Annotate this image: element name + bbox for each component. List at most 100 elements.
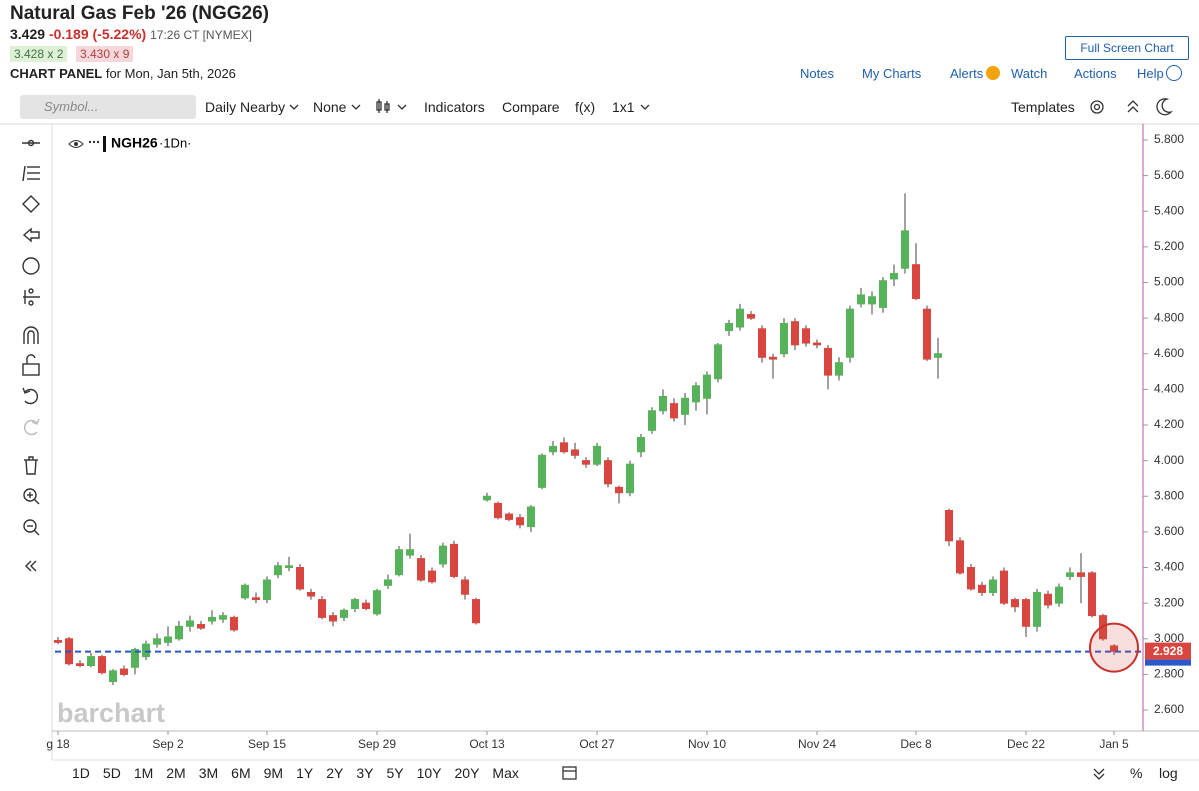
candle-body bbox=[505, 513, 513, 520]
candle-body bbox=[1055, 586, 1063, 604]
period-button[interactable]: 5D bbox=[102, 765, 121, 781]
price-change: -0.189 (-5.22%) bbox=[48, 26, 147, 42]
y-tick-label: 4.600 bbox=[1154, 346, 1184, 360]
candle-body bbox=[472, 599, 480, 624]
period-button[interactable]: 2Y bbox=[326, 765, 344, 781]
candle-body bbox=[780, 322, 788, 355]
symbol-placeholder: Symbol... bbox=[44, 99, 99, 114]
candle-body bbox=[670, 403, 678, 419]
my-charts-link[interactable]: My Charts bbox=[862, 66, 922, 81]
overlay-select[interactable]: None bbox=[313, 99, 347, 115]
actions-link[interactable]: Actions bbox=[1074, 66, 1117, 81]
last-price-label: 2.928 bbox=[1153, 644, 1183, 658]
measure-tool[interactable] bbox=[23, 288, 40, 306]
undo-tool[interactable] bbox=[22, 387, 39, 405]
candle-body bbox=[978, 584, 986, 593]
chevron[interactable] bbox=[640, 104, 650, 110]
chevron[interactable] bbox=[351, 104, 361, 110]
sidebar-tools bbox=[22, 139, 40, 572]
calendar-icon[interactable] bbox=[562, 766, 577, 780]
candle-body bbox=[967, 567, 975, 590]
templates-button[interactable]: Templates bbox=[1011, 99, 1075, 115]
zoom-out-tool[interactable] bbox=[23, 519, 40, 536]
help-icon[interactable] bbox=[1166, 65, 1182, 81]
candle-body bbox=[692, 385, 700, 403]
period-button[interactable]: 5Y bbox=[386, 765, 404, 781]
period-button[interactable]: 3M bbox=[198, 765, 219, 781]
panel-label: CHART PANEL bbox=[10, 66, 103, 81]
menu-dot[interactable] bbox=[96, 140, 100, 144]
y-tick-label: 4.000 bbox=[1154, 453, 1184, 467]
candle-body bbox=[1066, 572, 1074, 577]
period-button[interactable]: 1M bbox=[133, 765, 154, 781]
period-button[interactable]: Max bbox=[492, 765, 519, 781]
y-tick-label: 4.400 bbox=[1154, 382, 1184, 396]
settings-icon[interactable] bbox=[1090, 100, 1104, 114]
period-button[interactable]: 9M bbox=[263, 765, 284, 781]
delete-tool[interactable] bbox=[24, 456, 38, 475]
symbol-search[interactable]: Symbol... bbox=[20, 95, 196, 119]
x-tick-label: Oct 27 bbox=[579, 737, 615, 751]
period-button[interactable]: 6M bbox=[231, 765, 251, 781]
x-tick-label: Jan 5 bbox=[1099, 737, 1129, 751]
lock-tool[interactable] bbox=[22, 354, 40, 376]
redo-tool[interactable] bbox=[23, 418, 40, 436]
indicators-button[interactable]: Indicators bbox=[424, 99, 485, 115]
function-button[interactable]: f(x) bbox=[575, 99, 596, 115]
collapse-sidebar[interactable] bbox=[25, 560, 37, 572]
period-button[interactable]: 1D bbox=[72, 765, 90, 781]
period-button[interactable]: 10Y bbox=[416, 765, 442, 781]
layout-select[interactable]: 1x1 bbox=[612, 99, 635, 115]
candle-body bbox=[571, 449, 579, 456]
candle-body bbox=[285, 565, 293, 569]
fib-tool[interactable] bbox=[22, 165, 40, 182]
candle-body bbox=[219, 615, 227, 620]
candle-body bbox=[120, 668, 128, 675]
collapse-icon[interactable] bbox=[1127, 100, 1139, 113]
candle-body bbox=[318, 599, 326, 618]
candle-body bbox=[1088, 572, 1096, 617]
chart-style-icon[interactable] bbox=[376, 99, 390, 113]
candle-body bbox=[87, 656, 95, 667]
candle-body bbox=[351, 599, 359, 610]
visibility-icon[interactable] bbox=[68, 140, 84, 148]
series-swatch bbox=[103, 136, 106, 152]
period-select[interactable]: Daily Nearby bbox=[205, 99, 286, 115]
interval-label: ·1Dn· bbox=[159, 135, 192, 150]
count-tool[interactable] bbox=[22, 257, 40, 275]
toolbar-icons bbox=[28, 98, 1173, 780]
chevron[interactable] bbox=[289, 104, 299, 110]
period-button[interactable]: 3Y bbox=[356, 765, 374, 781]
candle-body bbox=[494, 502, 502, 519]
notes-link[interactable]: Notes bbox=[800, 66, 834, 81]
menu-dot[interactable] bbox=[88, 140, 92, 144]
candle-body bbox=[626, 463, 634, 494]
candle-body bbox=[1033, 591, 1041, 627]
full-screen-button[interactable]: Full Screen Chart bbox=[1065, 36, 1189, 60]
candle-body bbox=[516, 517, 524, 526]
magnet-tool[interactable] bbox=[23, 326, 39, 344]
chevron[interactable] bbox=[397, 104, 407, 110]
arrow-tool[interactable] bbox=[22, 227, 40, 243]
line-tool[interactable] bbox=[22, 139, 40, 147]
log-toggle[interactable]: log bbox=[1159, 765, 1178, 781]
candle-body bbox=[560, 442, 568, 453]
period-button[interactable]: 2M bbox=[166, 765, 186, 781]
candle-body bbox=[175, 625, 183, 640]
alerts-link[interactable]: Alerts bbox=[950, 66, 984, 81]
period-button[interactable]: 1Y bbox=[296, 765, 314, 781]
candle-body bbox=[98, 656, 106, 674]
instrument-title: Natural Gas Feb '26 (NGG26) bbox=[10, 3, 269, 24]
theme-icon[interactable] bbox=[1156, 98, 1173, 116]
compare-button[interactable]: Compare bbox=[502, 99, 560, 115]
x-tick-label: Nov 10 bbox=[688, 737, 726, 751]
zoom-in-tool[interactable] bbox=[23, 488, 40, 505]
watch-link[interactable]: Watch bbox=[1011, 66, 1048, 81]
period-button[interactable]: 20Y bbox=[454, 765, 480, 781]
help-link[interactable]: Help bbox=[1137, 66, 1164, 81]
expand-icon[interactable] bbox=[1093, 768, 1105, 780]
x-tick-label: Sep 29 bbox=[358, 737, 396, 751]
shape-tool[interactable] bbox=[22, 195, 40, 213]
menu-dot[interactable] bbox=[92, 140, 96, 144]
percent-toggle[interactable]: % bbox=[1130, 765, 1143, 781]
